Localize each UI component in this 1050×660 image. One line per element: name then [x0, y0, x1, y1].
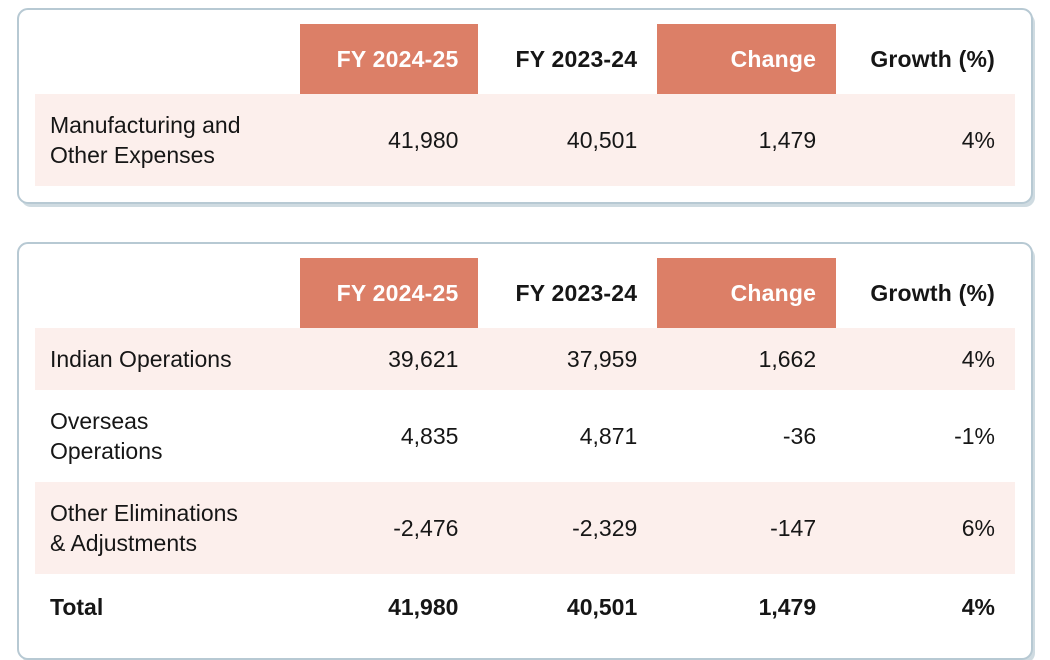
value-growth: 6% [961, 515, 995, 541]
value-change: 1,479 [758, 594, 817, 620]
value-growth: 4% [961, 346, 995, 372]
expenses-table-card: FY 2024-25 FY 2023-24 Change Growth (%) … [17, 8, 1033, 204]
table-row-indian-operations: Indian Operations 39,621 37,959 1,662 4% [35, 328, 1015, 390]
value-growth: -1% [954, 423, 995, 449]
column-header-growth: Growth (%) [870, 46, 995, 72]
value-fy-2024-25: 4,835 [400, 423, 459, 449]
value-fy-2023-24: -2,329 [572, 515, 638, 541]
row-label: Manufacturing and Other Expenses [50, 112, 241, 168]
value-change: 1,662 [758, 346, 817, 372]
value-fy-2024-25: -2,476 [393, 515, 459, 541]
table-row-overseas-operations: Overseas Operations 4,835 4,871 -36 -1% [35, 390, 1015, 482]
header-spacer [35, 258, 300, 328]
table-row-manufacturing-expenses: Manufacturing and Other Expenses 41,980 … [35, 94, 1015, 186]
value-fy-2023-24: 37,959 [566, 346, 638, 372]
column-header-change: Change [657, 24, 837, 94]
column-header-fy-2024-25: FY 2024-25 [299, 258, 479, 328]
value-fy-2023-24: 40,501 [566, 127, 638, 153]
table-row-other-eliminations: Other Eliminations & Adjustments -2,476 … [35, 482, 1015, 574]
value-fy-2024-25: 41,980 [388, 594, 459, 620]
value-fy-2023-24: 40,501 [566, 594, 638, 620]
value-change: -36 [782, 423, 817, 449]
table-row-total: Total 41,980 40,501 1,479 4% [35, 574, 1015, 642]
header-spacer [35, 24, 300, 94]
row-label: Total [50, 594, 104, 620]
row-label: Other Eliminations & Adjustments [50, 500, 238, 556]
value-fy-2024-25: 39,621 [388, 346, 459, 372]
operations-table-card: FY 2024-25 FY 2023-24 Change Growth (%) … [17, 242, 1033, 660]
operations-table-header-row: FY 2024-25 FY 2023-24 Change Growth (%) [35, 258, 1015, 328]
column-header-fy-2023-24: FY 2023-24 [515, 280, 638, 306]
column-header-fy-2023-24: FY 2023-24 [515, 46, 638, 72]
value-fy-2024-25: 41,980 [388, 127, 459, 153]
expenses-table-header-row: FY 2024-25 FY 2023-24 Change Growth (%) [35, 24, 1015, 94]
column-header-growth: Growth (%) [870, 280, 995, 306]
value-fy-2023-24: 4,871 [579, 423, 638, 449]
row-label: Overseas Operations [50, 408, 163, 464]
value-change: 1,479 [758, 127, 817, 153]
column-header-fy-2024-25: FY 2024-25 [299, 24, 479, 94]
value-growth: 4% [961, 127, 995, 153]
value-growth: 4% [961, 594, 995, 620]
column-header-change: Change [657, 258, 837, 328]
value-change: -147 [770, 515, 817, 541]
row-label: Indian Operations [50, 346, 232, 372]
